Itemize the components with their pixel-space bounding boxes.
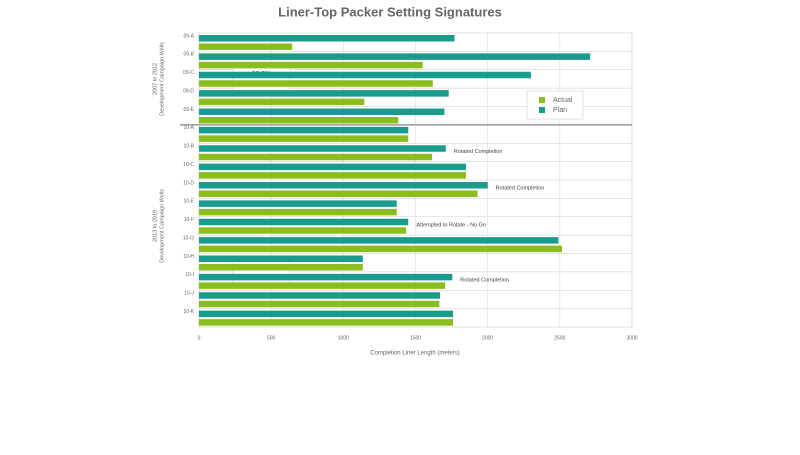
bar — [199, 71, 531, 79]
annotation: Rotated Completion — [454, 149, 503, 155]
y-tick-label: 10-B — [183, 144, 194, 150]
bar — [199, 53, 591, 60]
group-years: 2007 to 2012 — [152, 63, 158, 95]
y-tick-label: 10-I — [185, 272, 194, 278]
legend-label: Actual — [553, 97, 573, 104]
y-tick-label: 10-A — [183, 125, 194, 131]
annotation: Rotated Completion — [460, 278, 509, 284]
legend-swatch — [539, 97, 545, 103]
x-tick-label: 0 — [198, 335, 201, 341]
x-axis-label: Completion Liner Length (meters) — [370, 351, 459, 357]
y-tick-label: 10-G — [183, 235, 194, 241]
x-tick-label: 1500 — [410, 335, 421, 341]
bar — [199, 227, 407, 234]
y-tick-label: 10-K — [183, 309, 194, 315]
bar — [199, 90, 449, 97]
x-tick-label: 1000 — [338, 335, 349, 341]
bar — [199, 108, 445, 115]
y-tick-label: 10-D — [183, 180, 194, 186]
bar — [199, 126, 409, 134]
bar — [199, 98, 365, 106]
chart-title: Liner-Top Packer Setting Signatures — [278, 4, 502, 19]
bar — [199, 80, 433, 87]
bar — [199, 292, 441, 299]
bar — [199, 135, 409, 142]
bar — [199, 163, 467, 171]
y-tick-label: 10-C — [183, 162, 194, 168]
success-box — [232, 65, 291, 93]
bar — [199, 218, 409, 226]
bar — [199, 264, 363, 271]
bar — [199, 43, 293, 50]
y-tick-label: 09-E — [183, 107, 194, 113]
group-label: 2013 to 2019 Development Campaign Wells — [152, 189, 165, 263]
x-tick-label: 3000 — [626, 335, 637, 341]
legend-swatch — [539, 107, 545, 113]
y-tick-label: 10-H — [183, 254, 194, 260]
y-tick-label: 09-B — [183, 52, 194, 58]
legend-box — [526, 90, 584, 120]
bar — [199, 182, 488, 189]
bar — [199, 300, 440, 308]
bar — [199, 319, 454, 326]
bar — [199, 255, 363, 262]
group-name: Development Campaign Wells — [159, 189, 165, 263]
bar — [199, 153, 433, 161]
annotation: Attempted to Rotate - No Go — [416, 222, 486, 228]
bar — [199, 245, 562, 253]
legend-label: Plan — [553, 107, 567, 114]
x-tick-label: 500 — [267, 335, 276, 341]
bar — [199, 273, 453, 281]
y-tick-label: 10-J — [184, 291, 194, 297]
group-name: Development Campaign Wells — [159, 42, 165, 116]
y-tick-label: 09-A — [183, 33, 194, 39]
bar — [199, 200, 397, 207]
bar — [199, 190, 478, 197]
x-tick-label: 2000 — [482, 335, 493, 341]
annotation: Rotated Completion — [496, 186, 545, 192]
bar — [199, 61, 423, 69]
group-years: 2013 to 2019 — [152, 210, 158, 242]
bar — [199, 282, 446, 289]
y-tick-label: 10-F — [184, 217, 194, 223]
y-tick-label: 10-E — [183, 199, 194, 205]
bar — [199, 310, 454, 318]
bar — [199, 172, 467, 179]
bar — [199, 35, 455, 42]
y-tick-label: 09-C — [183, 70, 194, 76]
y-tick-label: 09-D — [183, 88, 194, 94]
x-tick-label: 2500 — [554, 335, 565, 341]
group-label: 2007 to 2012 Development Campaign Wells — [152, 42, 165, 116]
bar — [199, 237, 559, 244]
bar — [199, 117, 399, 124]
bar — [199, 208, 397, 216]
bar — [199, 145, 446, 152]
